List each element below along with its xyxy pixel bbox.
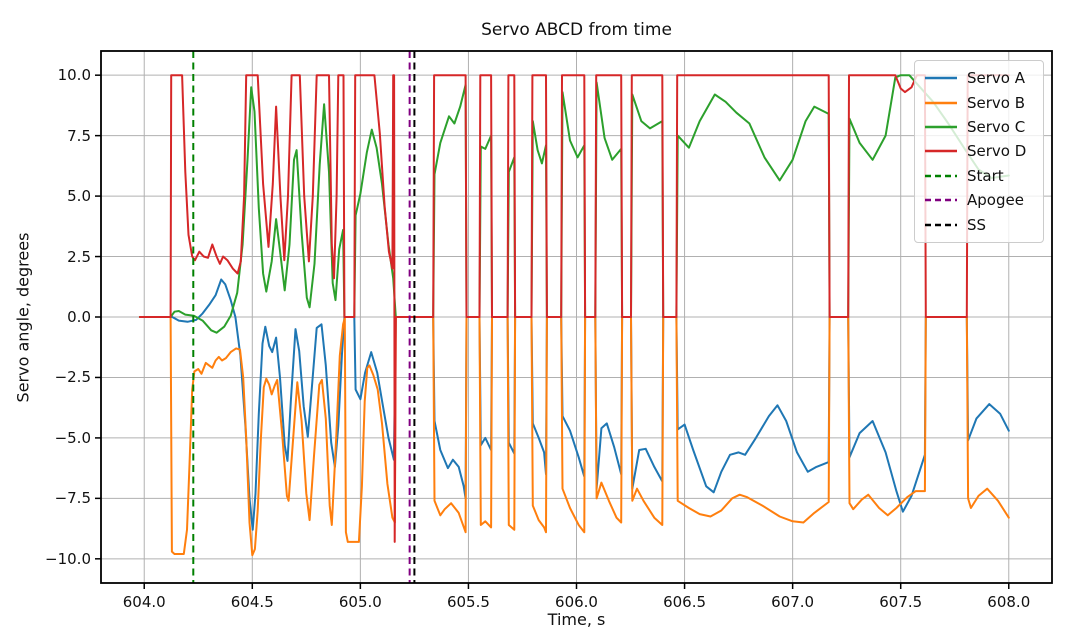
legend-entry-start: Start (924, 164, 1034, 188)
y-tick-label: 5.0 (67, 187, 91, 206)
legend-swatch-line (925, 199, 957, 202)
chart-title: Servo ABCD from time (481, 20, 672, 40)
legend-label: Servo B (967, 93, 1026, 112)
x-tick-label: 606.5 (663, 593, 707, 611)
legend-entry-ss: SS (924, 213, 1034, 237)
legend-swatch-line (925, 150, 957, 153)
legend-entry-servo-c: Servo C (924, 115, 1034, 139)
legend-label: Servo C (967, 118, 1026, 137)
x-tick-label: 604.0 (122, 593, 166, 611)
legend-entry-servo-b: Servo B (924, 91, 1034, 115)
y-tick-label: −2.5 (54, 368, 91, 387)
y-tick-label: −7.5 (54, 489, 91, 508)
y-tick-label: −5.0 (54, 428, 91, 447)
legend-entry-servo-a: Servo A (924, 66, 1034, 90)
legend-swatch-line (925, 125, 957, 129)
legend-entry-apogee: Apogee (924, 188, 1034, 212)
x-tick-label: 605.5 (446, 593, 490, 611)
legend-label: Servo A (967, 69, 1026, 88)
legend-swatch-line (925, 101, 957, 104)
y-tick-label: −10.0 (45, 549, 91, 568)
legend-swatch-line (925, 174, 957, 178)
series-line-servo-b (138, 316, 1010, 557)
legend-label: SS (967, 215, 987, 234)
series-line-servo-c (138, 74, 1010, 334)
legend-entry-servo-d: Servo D (924, 139, 1034, 163)
y-tick-label: 0.0 (67, 308, 91, 326)
y-tick-label: 2.5 (67, 247, 91, 266)
legend-label: Start (967, 166, 1004, 185)
legend-label: Servo D (967, 142, 1027, 161)
x-tick-label: 607.0 (771, 593, 815, 611)
x-tick-label: 608.0 (987, 593, 1031, 611)
legend-label: Apogee (967, 191, 1024, 210)
x-axis-label: Time, s (547, 610, 606, 629)
legend-swatch-line (925, 76, 957, 80)
x-tick-label: 604.5 (230, 593, 274, 611)
y-tick-label: 7.5 (67, 126, 91, 145)
x-tick-label: 605.0 (338, 593, 382, 611)
legend-swatch-line (925, 223, 957, 227)
y-axis-label: Servo angle, degrees (13, 232, 33, 403)
x-tick-label: 607.5 (879, 593, 923, 611)
y-tick-label: 10.0 (57, 66, 91, 85)
x-tick-label: 606.0 (555, 593, 598, 611)
series-line-servo-d (138, 74, 1010, 543)
legend: Servo A Servo B Servo C Servo D Start Apogee S… (914, 60, 1044, 243)
